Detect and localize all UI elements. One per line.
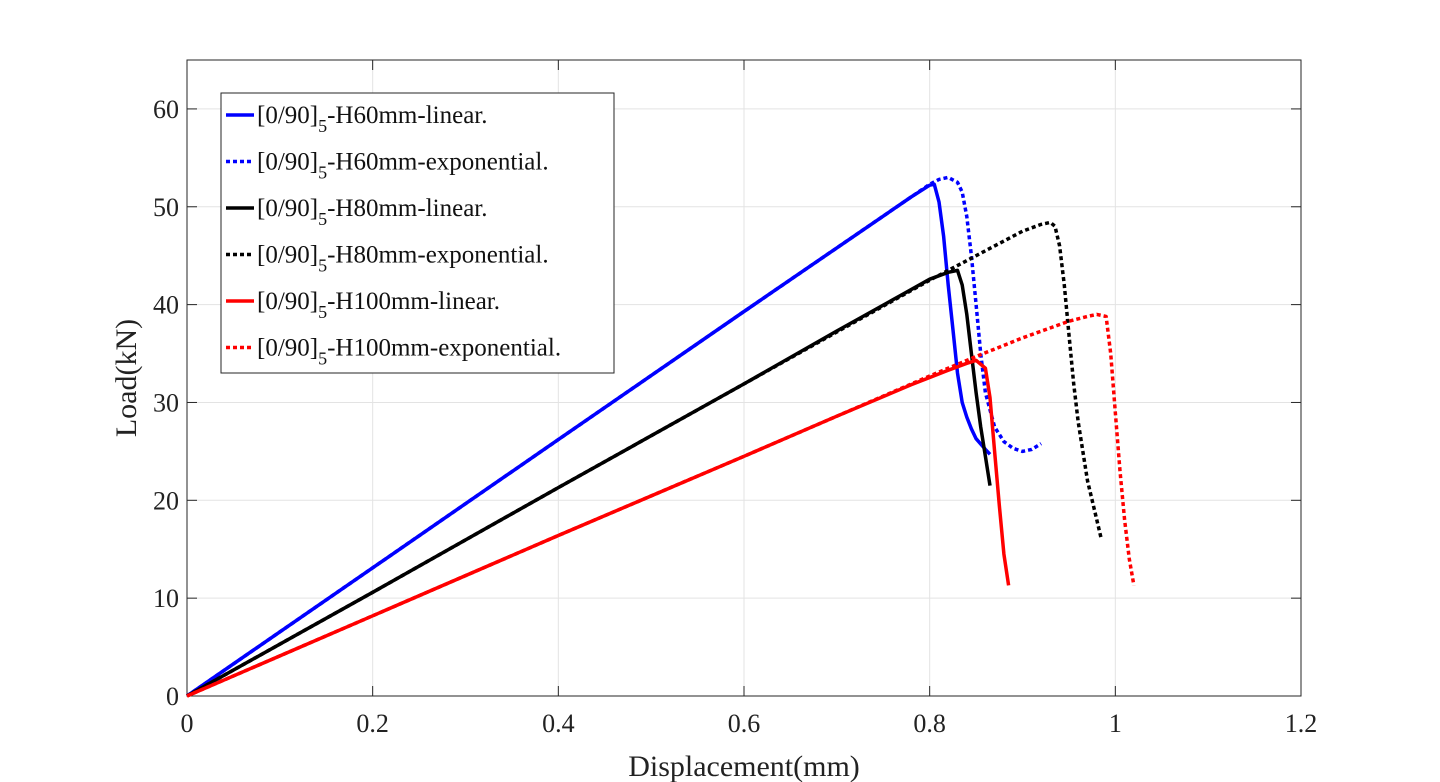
legend-label-main: [0/90] bbox=[257, 335, 318, 362]
legend-label-main: [0/90] bbox=[257, 102, 318, 129]
y-tick-label: 60 bbox=[153, 95, 179, 124]
legend-label-1: [0/90]5-H60mm-linear. bbox=[257, 102, 488, 136]
legend-label-subscript: 5 bbox=[318, 116, 327, 136]
y-tick-label: 20 bbox=[153, 486, 179, 515]
axis-ticks bbox=[186, 60, 1302, 697]
legend-label-subscript: 5 bbox=[318, 349, 327, 369]
series-line-2 bbox=[186, 175, 1043, 698]
y-tick-label: 0 bbox=[166, 682, 179, 711]
legend-label-rest: -H60mm-exponential. bbox=[327, 149, 548, 176]
x-axis-label: Displacement(mm) bbox=[628, 750, 860, 782]
series-group bbox=[186, 175, 1136, 698]
series-line-6 bbox=[186, 312, 1136, 698]
legend-label-2: [0/90]5-H60mm-exponential. bbox=[257, 149, 549, 183]
legend-label-rest: -H100mm-linear. bbox=[327, 288, 500, 315]
y-tick-label: 30 bbox=[153, 388, 179, 417]
y-tick-label: 40 bbox=[153, 291, 179, 320]
legend-label-subscript: 5 bbox=[318, 209, 327, 229]
legend-label-4: [0/90]5-H80mm-exponential. bbox=[257, 242, 549, 276]
x-tick-label: 0 bbox=[181, 709, 194, 738]
legend-label-main: [0/90] bbox=[257, 195, 318, 222]
legend-box bbox=[220, 92, 615, 374]
series-line-4 bbox=[186, 220, 1104, 698]
y-axis-label: Load(kN) bbox=[110, 319, 143, 437]
legend-label-rest: -H100mm-exponential. bbox=[327, 335, 561, 362]
legend-label-subscript: 5 bbox=[318, 256, 327, 276]
legend-label-6: [0/90]5-H100mm-exponential. bbox=[257, 335, 561, 369]
y-tick-label: 10 bbox=[153, 584, 179, 613]
legend: [0/90]5-H60mm-linear.[0/90]5-H60mm-expon… bbox=[220, 92, 615, 374]
legend-label-main: [0/90] bbox=[257, 288, 318, 315]
x-tick-label: 0.6 bbox=[728, 709, 761, 738]
x-tick-label: 0.8 bbox=[913, 709, 946, 738]
y-tick-label: 50 bbox=[153, 193, 179, 222]
legend-label-rest: -H80mm-exponential. bbox=[327, 242, 548, 269]
x-tick-label: 1 bbox=[1109, 709, 1122, 738]
legend-label-3: [0/90]5-H80mm-linear. bbox=[257, 195, 488, 229]
x-tick-label: 0.4 bbox=[542, 709, 575, 738]
x-tick-label: 1.2 bbox=[1285, 709, 1318, 738]
legend-label-5: [0/90]5-H100mm-linear. bbox=[257, 288, 500, 322]
legend-label-rest: -H80mm-linear. bbox=[327, 195, 487, 222]
legend-label-main: [0/90] bbox=[257, 149, 318, 176]
legend-label-main: [0/90] bbox=[257, 242, 318, 269]
legend-label-subscript: 5 bbox=[318, 302, 327, 322]
x-tick-label: 0.2 bbox=[356, 709, 389, 738]
legend-label-rest: -H60mm-linear. bbox=[327, 102, 487, 129]
tick-labels: 0 0.2 0.4 0.6 0.8 1 1.2 0 10 20 30 40 50 60 bbox=[153, 95, 1317, 738]
legend-label-subscript: 5 bbox=[318, 163, 327, 183]
series-line-1 bbox=[186, 182, 992, 698]
